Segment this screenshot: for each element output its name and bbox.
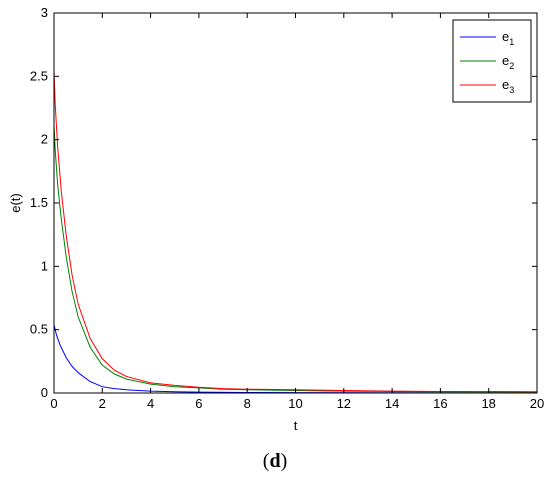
- x-axis-label: t: [294, 418, 298, 433]
- figure-caption: (d): [0, 450, 550, 473]
- series-line-e3: [53, 69, 538, 393]
- y-tick-label: 1: [41, 258, 48, 273]
- x-tick-label: 16: [433, 396, 447, 411]
- legend-label-subscript: 2: [509, 61, 514, 71]
- x-tick-label: 0: [50, 396, 57, 411]
- caption-open: (: [262, 450, 270, 472]
- caption-close: ): [280, 450, 288, 472]
- legend-label-subscript: 3: [509, 85, 514, 95]
- y-tick-label: 1.5: [30, 195, 48, 210]
- legend-label-subscript: 1: [509, 37, 514, 47]
- legend-label-base: e: [502, 53, 509, 68]
- x-tick-label: 8: [244, 396, 251, 411]
- y-tick-label: 0: [41, 385, 48, 400]
- x-tick-label: 6: [195, 396, 202, 411]
- series-line-e2: [53, 124, 538, 393]
- y-tick-label: 0.5: [30, 322, 48, 337]
- y-tick-label: 3: [41, 5, 48, 20]
- y-tick-label: 2: [41, 132, 48, 147]
- legend-label-e3: e3: [502, 77, 514, 95]
- legend-label-e1: e1: [502, 29, 514, 47]
- legend-label-base: e: [502, 29, 509, 44]
- caption-letter: d: [269, 450, 281, 472]
- x-tick-label: 4: [147, 396, 154, 411]
- x-tick-label: 10: [288, 396, 302, 411]
- y-axis-label: e(t): [8, 193, 23, 213]
- x-tick-label: 20: [530, 396, 544, 411]
- x-tick-label: 2: [99, 396, 106, 411]
- x-tick-label: 14: [385, 396, 399, 411]
- legend-label-e2: e2: [502, 53, 514, 71]
- x-tick-label: 18: [481, 396, 495, 411]
- y-tick-label: 2.5: [30, 68, 48, 83]
- x-tick-label: 12: [337, 396, 351, 411]
- legend-label-base: e: [502, 77, 509, 92]
